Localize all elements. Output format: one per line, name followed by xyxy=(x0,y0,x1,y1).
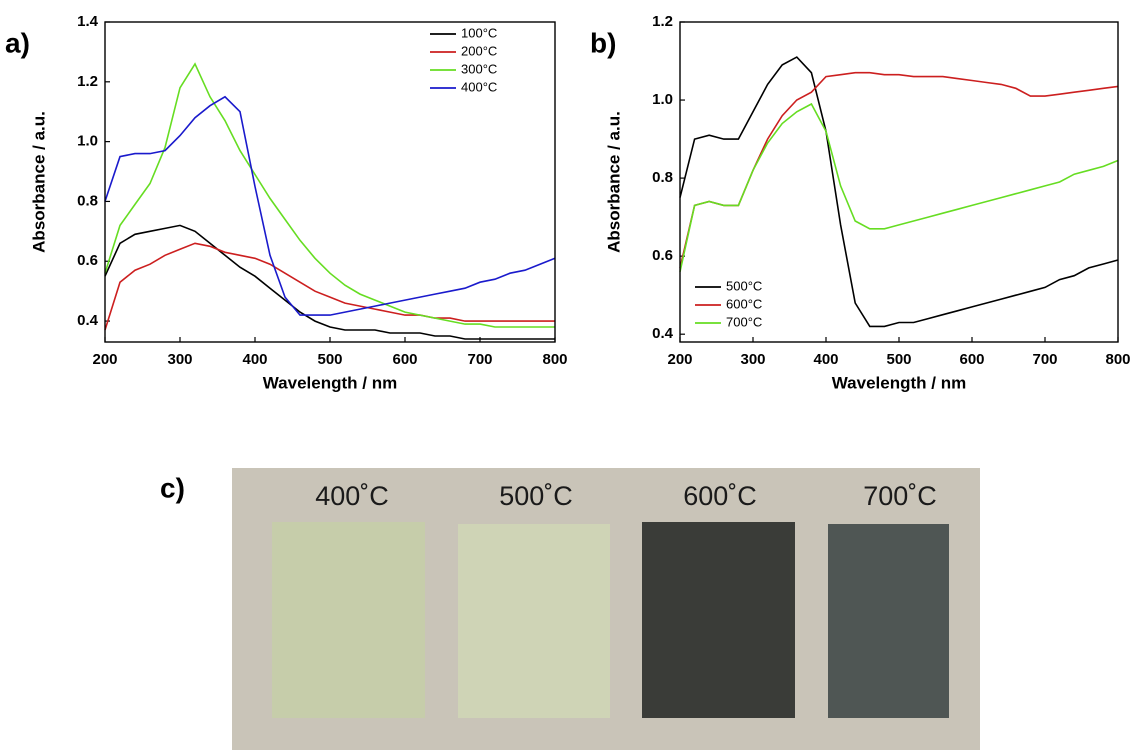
y-axis-label: Absorbance / a.u. xyxy=(29,111,48,253)
y-tick-label: 1.4 xyxy=(77,13,99,30)
legend-label: 400°C xyxy=(461,79,497,94)
series-line xyxy=(679,102,1119,272)
plot-frame xyxy=(679,21,1119,343)
x-axis-label: Wavelength / nm xyxy=(832,373,966,392)
legend-label: 200°C xyxy=(461,43,497,58)
series-line xyxy=(104,224,555,340)
x-tick-label: 700 xyxy=(467,351,492,368)
sample-400 xyxy=(272,522,425,718)
x-tick-label: 500 xyxy=(886,351,911,368)
y-tick-label: 0.6 xyxy=(652,247,673,264)
y-tick-label: 1.0 xyxy=(77,133,98,150)
plot-frame xyxy=(104,21,556,343)
sample-label: 700˚C xyxy=(863,481,937,511)
x-tick-label: 800 xyxy=(1105,351,1130,368)
x-tick-label: 700 xyxy=(1032,351,1057,368)
y-tick-label: 0.4 xyxy=(652,325,674,342)
x-tick-label: 400 xyxy=(813,351,838,368)
legend-label: 700°C xyxy=(726,314,762,329)
y-tick-label: 0.6 xyxy=(77,252,98,269)
legend-label: 300°C xyxy=(461,61,497,76)
series-line xyxy=(679,56,1119,328)
x-tick-label: 800 xyxy=(542,351,567,368)
x-tick-label: 300 xyxy=(740,351,765,368)
series-line xyxy=(104,62,555,328)
sample-label: 400˚C xyxy=(315,481,389,511)
panel-label: a) xyxy=(5,27,30,58)
panel-label: b) xyxy=(590,27,616,58)
legend-label: 500°C xyxy=(726,278,762,293)
x-tick-label: 200 xyxy=(667,351,692,368)
panel-label: c) xyxy=(160,472,185,503)
y-tick-label: 0.8 xyxy=(77,192,98,209)
y-tick-label: 0.4 xyxy=(77,312,99,329)
series-line xyxy=(104,242,555,331)
x-tick-label: 300 xyxy=(167,351,192,368)
sample-600 xyxy=(642,522,795,718)
x-tick-label: 200 xyxy=(92,351,117,368)
sample-label: 500˚C xyxy=(499,481,573,511)
y-axis-label: Absorbance / a.u. xyxy=(604,111,623,253)
sample-500 xyxy=(458,524,610,718)
legend-label: 600°C xyxy=(726,296,762,311)
y-tick-label: 1.2 xyxy=(652,13,673,30)
y-tick-label: 1.0 xyxy=(652,91,673,108)
x-axis-label: Wavelength / nm xyxy=(263,373,397,392)
legend-label: 100°C xyxy=(461,25,497,40)
y-tick-label: 0.8 xyxy=(652,169,673,186)
y-tick-label: 1.2 xyxy=(77,73,98,90)
x-tick-label: 400 xyxy=(242,351,267,368)
x-tick-label: 500 xyxy=(317,351,342,368)
x-tick-label: 600 xyxy=(392,351,417,368)
series-line xyxy=(104,95,556,316)
sample-700 xyxy=(828,524,949,718)
x-tick-label: 600 xyxy=(959,351,984,368)
series-line xyxy=(679,71,1119,269)
sample-label: 600˚C xyxy=(683,481,757,511)
